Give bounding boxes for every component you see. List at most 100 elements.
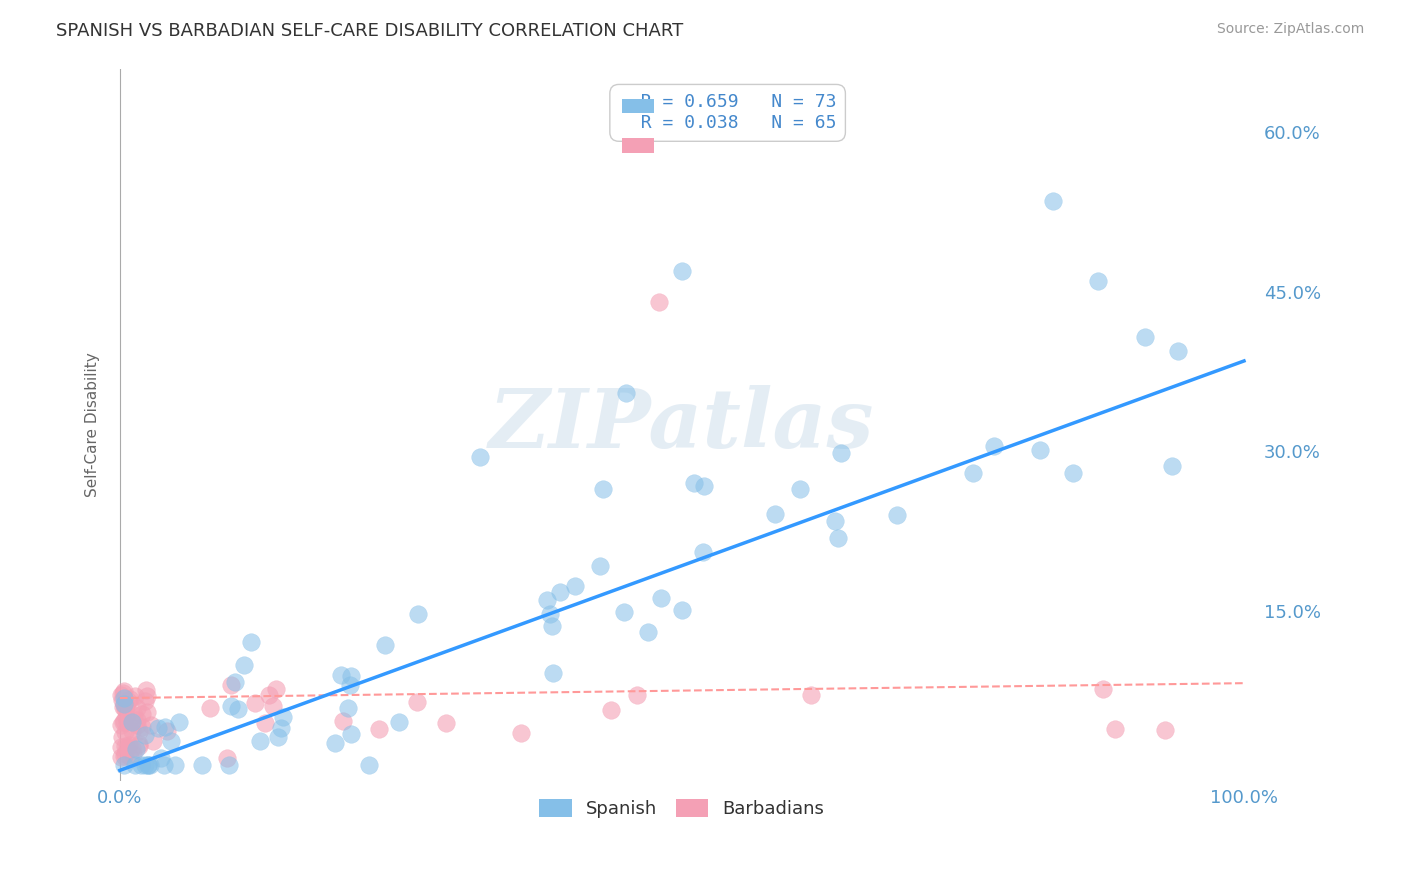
Point [135,689,157,703]
Point [538,607,561,622]
Point [1104,722,1126,736]
Point [388,714,411,729]
Point [131,720,153,734]
Point [271,710,294,724]
Point [111,700,134,714]
Point [142,734,165,748]
Point [671,263,693,277]
Point [264,682,287,697]
Point [800,688,823,702]
Point [219,678,242,692]
Point [125,713,148,727]
Point [357,758,380,772]
Point [1092,682,1115,697]
Point [134,728,156,742]
Legend: Spanish, Barbadians: Spanish, Barbadians [533,791,832,825]
Point [121,724,143,739]
Point [827,531,849,545]
Point [139,758,162,772]
Point [368,722,391,736]
Point [541,619,564,633]
Point [110,740,132,755]
Point [122,707,145,722]
Point [509,726,531,740]
Point [115,710,138,724]
Point [637,625,659,640]
Point [763,507,786,521]
Point [127,718,149,732]
Point [693,479,716,493]
Point [200,701,222,715]
Point [648,295,671,310]
Point [118,691,141,706]
Point [112,684,135,698]
Point [683,475,706,490]
Point [135,683,157,698]
Point [337,701,360,715]
Point [332,714,354,728]
Point [136,758,159,772]
Point [219,699,242,714]
Point [243,696,266,710]
Text: Source: ZipAtlas.com: Source: ZipAtlas.com [1216,22,1364,37]
Point [121,714,143,729]
Point [406,695,429,709]
Point [340,727,363,741]
Point [112,690,135,705]
Point [262,699,284,714]
Point [468,450,491,464]
Point [886,508,908,523]
Point [257,688,280,702]
Point [1087,274,1109,288]
Point [1135,329,1157,343]
Point [115,699,138,714]
Point [156,724,179,739]
Point [613,605,636,619]
Point [830,446,852,460]
Point [1062,466,1084,480]
Point [110,749,132,764]
Point [136,705,159,719]
Point [114,725,136,739]
Point [824,514,846,528]
Point [1042,194,1064,209]
Point [136,758,159,772]
Point [128,737,150,751]
Point [131,706,153,721]
Point [614,385,637,400]
Point [117,694,139,708]
FancyBboxPatch shape [623,138,654,153]
Point [110,718,132,732]
Point [249,734,271,748]
Point [600,703,623,717]
Point [564,579,586,593]
Point [541,665,564,680]
Point [434,715,457,730]
Point [112,697,135,711]
Point [118,738,141,752]
Point [550,584,572,599]
Point [339,678,361,692]
FancyBboxPatch shape [623,99,654,113]
Point [120,750,142,764]
Point [112,714,135,728]
Point [789,482,811,496]
Point [191,758,214,772]
Point [962,466,984,480]
Text: SPANISH VS BARBADIAN SELF-CARE DISABILITY CORRELATION CHART: SPANISH VS BARBADIAN SELF-CARE DISABILIT… [56,22,683,40]
Point [114,698,136,712]
Point [114,747,136,762]
Point [1167,343,1189,358]
Point [134,694,156,708]
Point [323,736,346,750]
Point [374,639,396,653]
Point [128,724,150,739]
Point [134,758,156,772]
Point [121,741,143,756]
Point [253,716,276,731]
Point [146,721,169,735]
Point [139,718,162,732]
Text: ZIPatlas: ZIPatlas [489,384,875,465]
Point [232,657,254,672]
Point [127,701,149,715]
